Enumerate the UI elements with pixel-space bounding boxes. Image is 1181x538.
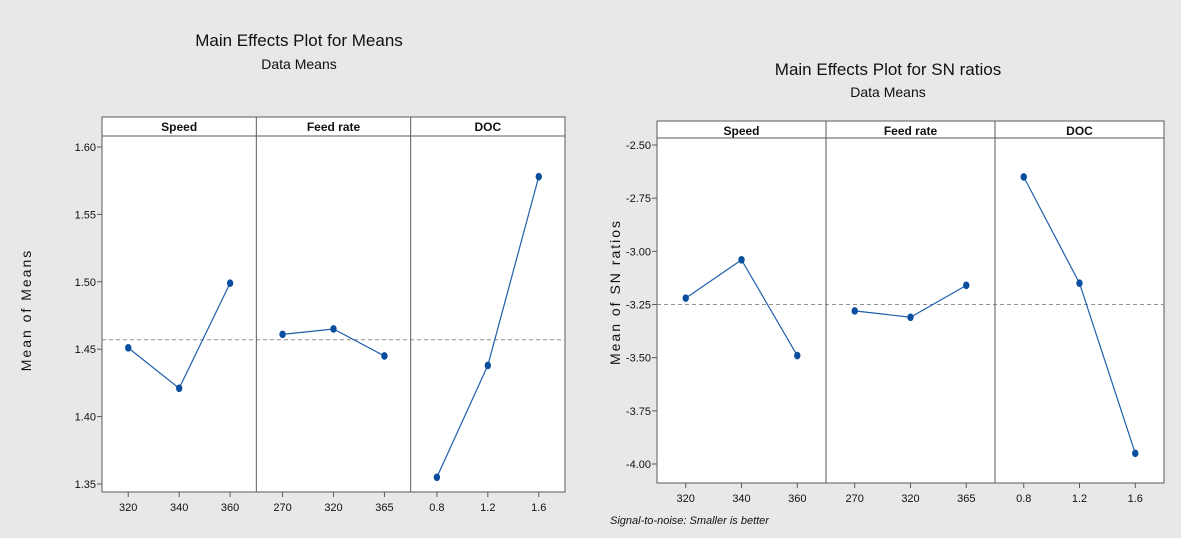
facet-label-doc: DOC	[474, 120, 501, 134]
chart-subtitle: Data Means	[261, 56, 336, 72]
facet-label-speed: Speed	[161, 120, 197, 134]
facet-label-feed-rate: Feed rate	[884, 124, 938, 138]
plot-area	[101, 116, 566, 493]
data-point	[1020, 173, 1027, 181]
y-tick-label: -4.00	[626, 459, 651, 471]
y-tick-label: -3.75	[626, 406, 651, 418]
y-axis-label: Mean of Means	[18, 249, 34, 372]
x-tick-label: 0.8	[1016, 493, 1031, 505]
y-tick-label: 1.35	[75, 479, 96, 491]
x-tick-label: 360	[221, 502, 239, 514]
data-point	[226, 279, 234, 287]
data-point	[535, 172, 542, 181]
data-point	[963, 281, 970, 290]
data-point	[794, 351, 801, 360]
data-point	[125, 344, 132, 352]
data-point	[330, 325, 337, 333]
x-tick-label: 365	[957, 493, 975, 505]
data-point	[851, 307, 858, 315]
x-tick-label: 270	[846, 493, 864, 505]
y-tick-label: 1.60	[75, 142, 96, 154]
x-tick-label: 1.2	[480, 502, 495, 514]
x-tick-label: 340	[170, 502, 188, 514]
x-tick-label: 320	[901, 493, 919, 505]
y-tick-label: 1.45	[75, 344, 96, 356]
data-point	[907, 313, 914, 322]
x-tick-label: 320	[677, 493, 695, 505]
y-tick-label: -3.25	[626, 300, 651, 312]
x-tick-label: 320	[119, 502, 137, 514]
data-point	[433, 473, 441, 482]
chart-footnote: Signal-to-noise: Smaller is better	[610, 515, 770, 527]
y-tick-label: -3.00	[626, 246, 651, 258]
facet-label-speed: Speed	[723, 124, 759, 138]
means-main-effects-chart: Main Effects Plot for Means Data Means 1.3…	[0, 0, 598, 538]
data-point	[484, 361, 492, 370]
y-tick-label: 1.50	[75, 277, 96, 289]
x-tick-label: 320	[324, 502, 342, 514]
facet-label-feed-rate: Feed rate	[307, 120, 361, 134]
x-tick-label: 270	[273, 502, 291, 514]
x-tick-label: 360	[788, 493, 806, 505]
data-point	[175, 384, 183, 393]
data-point	[1132, 449, 1139, 458]
x-tick-label: 1.6	[1128, 493, 1143, 505]
y-tick-label: -3.50	[626, 353, 651, 365]
x-tick-label: 1.6	[531, 502, 546, 514]
plot-area	[656, 120, 1165, 484]
y-tick-label: -2.50	[626, 140, 651, 152]
x-tick-label: 340	[732, 493, 750, 505]
sn-ratios-main-effects-chart: Main Effects Plot for SN ratios Data Mean…	[595, 0, 1181, 538]
chart-subtitle: Data Means	[850, 84, 925, 100]
sn-ratios-chart-panel: Main Effects Plot for SN ratios Data Mean…	[595, 0, 1181, 538]
y-tick-label: -2.75	[626, 193, 651, 205]
data-point	[1076, 279, 1083, 288]
facet-label-doc: DOC	[1066, 124, 1093, 138]
data-point	[738, 256, 745, 264]
data-point	[381, 352, 388, 360]
means-chart-panel: Main Effects Plot for Means Data Means 1.3…	[0, 0, 598, 538]
x-tick-label: 365	[375, 502, 393, 514]
y-tick-label: 1.40	[75, 412, 96, 424]
y-tick-label: 1.55	[75, 209, 96, 221]
chart-title: Main Effects Plot for SN ratios	[775, 60, 1001, 79]
data-point	[682, 294, 689, 302]
y-axis-label: Mean of SN ratios	[607, 219, 623, 365]
x-tick-label: 1.2	[1072, 493, 1087, 505]
x-tick-label: 0.8	[429, 502, 444, 514]
data-point	[279, 330, 286, 339]
chart-title: Main Effects Plot for Means	[195, 31, 403, 50]
